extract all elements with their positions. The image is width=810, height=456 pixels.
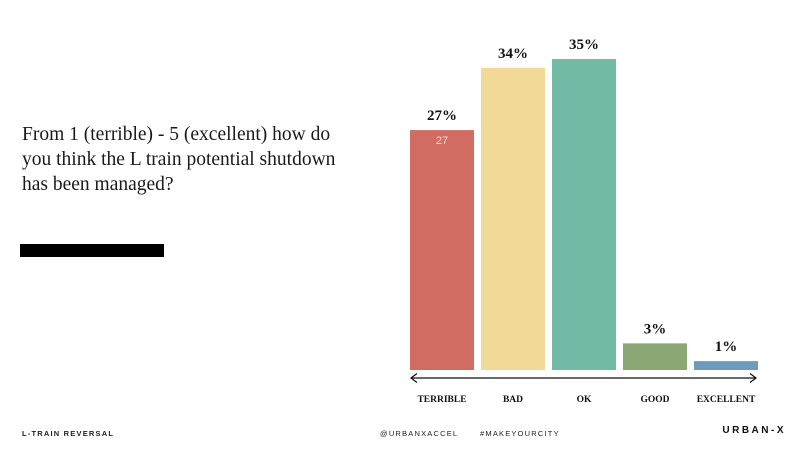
footer-handle: @URBANXACCEL: [380, 429, 459, 438]
value-label-ok: 35%: [569, 37, 599, 53]
category-label-ok: OK: [577, 395, 592, 405]
bar-bad: [481, 67, 545, 370]
inner-bar-label: 27: [436, 135, 448, 147]
footer-title: L-TRAIN REVERSAL: [22, 429, 115, 438]
brand-logo: URBAN-X: [722, 425, 786, 436]
bar-terrible: [410, 130, 474, 370]
category-label-bad: BAD: [503, 395, 523, 405]
value-label-terrible: 27%: [427, 108, 457, 124]
category-label-good: GOOD: [640, 395, 669, 405]
bar-good: [623, 343, 687, 370]
x-axis-arrow: [410, 373, 757, 383]
bar-ok: [552, 59, 616, 370]
survey-question: From 1 (terrible) - 5 (excellent) how do…: [22, 124, 336, 195]
value-label-bad: 34%: [498, 46, 528, 62]
category-label-terrible: TERRIBLE: [417, 395, 466, 405]
accent-bar: [20, 244, 164, 257]
bar-excellent: [694, 361, 758, 370]
value-label-good: 3%: [644, 321, 667, 337]
category-label-excellent: EXCELLENT: [697, 395, 756, 405]
footer-hashtag: #MAKEYOURCITY: [480, 429, 560, 438]
value-label-excellent: 1%: [715, 339, 738, 355]
